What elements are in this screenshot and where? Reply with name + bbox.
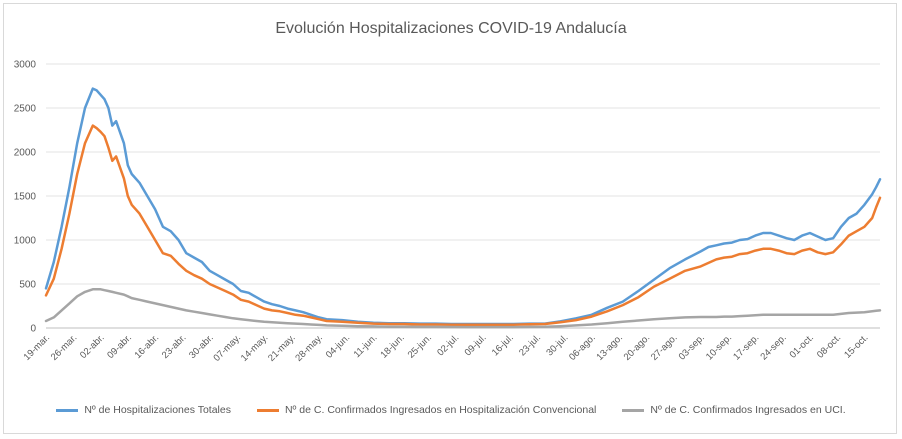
legend-item-1: Nº de Hospitalizaciones Totales xyxy=(56,404,231,416)
legend-label: Nº de Hospitalizaciones Totales xyxy=(84,404,231,416)
x-tick-label: 01-oct. xyxy=(788,332,816,360)
x-tick-label: 09-abr. xyxy=(105,332,134,361)
x-tick-label: 19-mar. xyxy=(22,332,53,363)
y-tick-label: 2000 xyxy=(14,148,37,159)
x-tick-label: 08-oct. xyxy=(815,332,843,360)
x-tick-label: 14-may. xyxy=(239,332,271,364)
x-tick-label: 25-jun. xyxy=(406,332,434,360)
x-tick-label: 20-ago. xyxy=(622,332,653,363)
x-tick-label: 02-abr. xyxy=(78,332,107,361)
x-tick-label: 15-oct. xyxy=(842,332,870,360)
x-tick-label: 28-may. xyxy=(293,332,325,364)
y-tick-label: 500 xyxy=(19,280,36,291)
x-tick-label: 21-may. xyxy=(266,332,298,364)
x-tick-label: 03-sep. xyxy=(677,332,707,362)
x-tick-label: 13-ago. xyxy=(594,332,625,363)
x-tick-label: 16-abr. xyxy=(133,332,162,361)
series-line-3 xyxy=(44,288,882,329)
y-tick-label: 1000 xyxy=(14,236,37,247)
x-tick-label: 07-may. xyxy=(212,332,244,364)
y-tick-label: 2500 xyxy=(14,104,37,115)
y-tick-label: 3000 xyxy=(14,60,37,71)
legend-swatch xyxy=(622,408,645,412)
x-tick-label: 23-jul. xyxy=(517,332,543,358)
y-tick-label: 1500 xyxy=(14,192,37,203)
legend-label: Nº de C. Confirmados Ingresados en Hospi… xyxy=(284,404,597,416)
legend-label: Nº de C. Confirmados Ingresados en UCI. xyxy=(650,404,846,416)
chart-legend: Nº de Hospitalizaciones Totales Nº de C. … xyxy=(0,404,902,416)
x-tick-label: 17-sep. xyxy=(731,332,761,362)
x-tick-label: 04-jun. xyxy=(324,332,352,360)
x-tick-label: 06-ago. xyxy=(567,332,598,363)
y-tick-label: 0 xyxy=(30,324,36,335)
x-tick-label: 23-abr. xyxy=(160,332,189,361)
legend-item-2: Nº de C. Confirmados Ingresados en Hospi… xyxy=(256,404,597,416)
x-tick-label: 10-sep. xyxy=(704,332,734,362)
legend-swatch xyxy=(256,408,279,412)
x-tick-label: 24-sep. xyxy=(759,332,789,362)
x-tick-label: 02-jul. xyxy=(435,332,461,358)
chart-frame xyxy=(3,3,897,434)
chart-title: Evolución Hospitalizaciones COVID-19 And… xyxy=(275,20,627,37)
legend-item-3: Nº de C. Confirmados Ingresados en UCI. xyxy=(622,404,846,416)
x-tick-label: 27-ago. xyxy=(649,332,680,363)
x-tick-label: 16-jul. xyxy=(490,332,516,358)
series-line-1 xyxy=(44,87,882,326)
series-line-2 xyxy=(44,124,882,326)
x-tick-label: 26-mar. xyxy=(49,332,80,363)
legend-swatch xyxy=(56,408,79,412)
x-tick-label: 09-jul. xyxy=(463,332,489,358)
x-tick-label: 11-jun. xyxy=(352,332,380,360)
x-tick-label: 18-jun. xyxy=(378,332,406,360)
